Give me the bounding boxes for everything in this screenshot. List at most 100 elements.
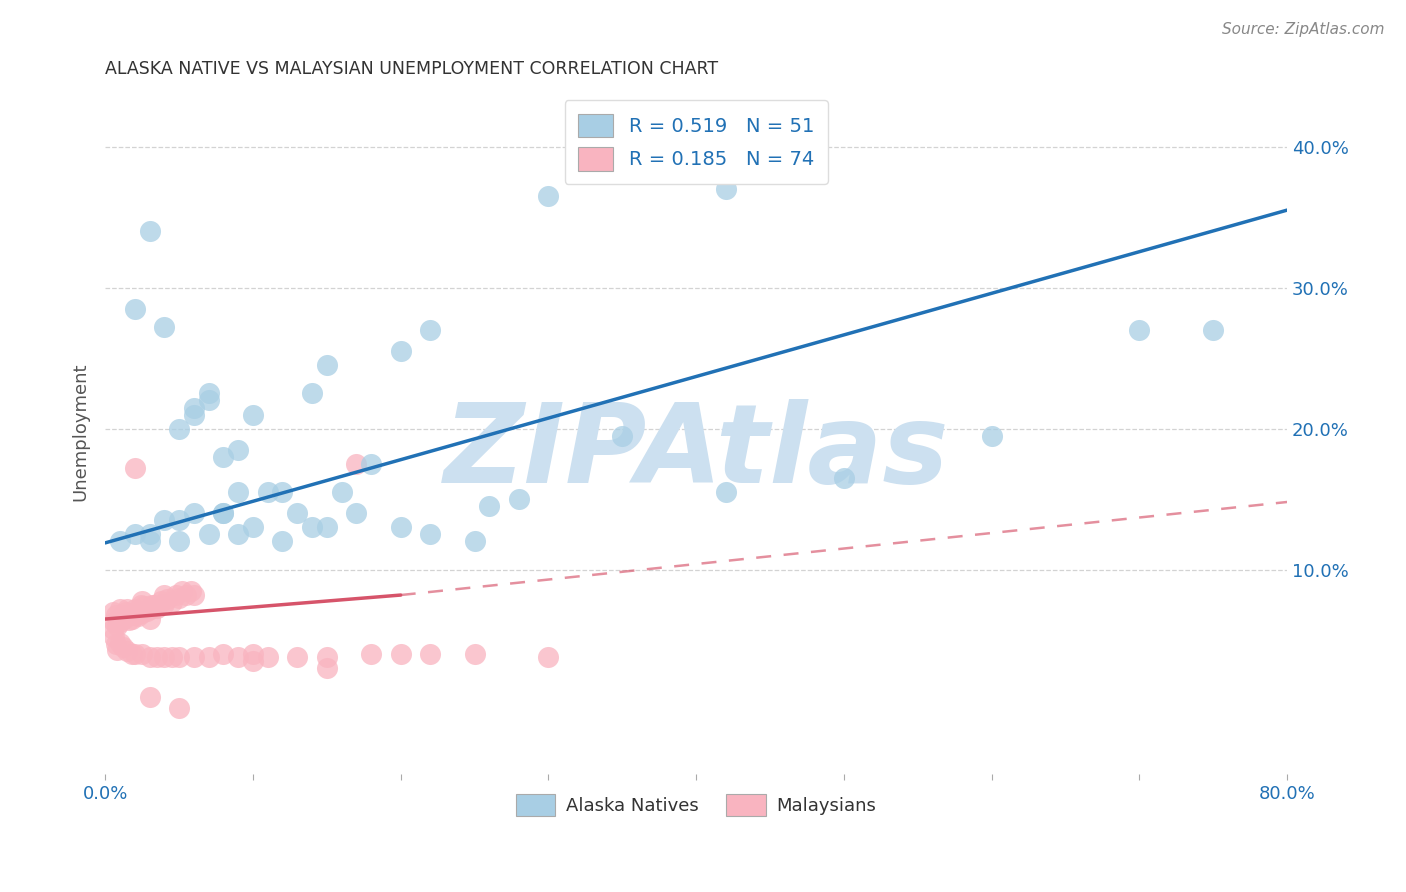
Point — [101, 605, 124, 619]
Point — [108, 636, 131, 650]
Point — [167, 422, 190, 436]
Point — [131, 607, 153, 621]
Point — [124, 527, 146, 541]
Point — [714, 182, 737, 196]
Point — [150, 593, 173, 607]
Point — [301, 386, 323, 401]
Point — [360, 647, 382, 661]
Text: ZIPAtlas: ZIPAtlas — [443, 400, 949, 507]
Point — [226, 650, 249, 665]
Point — [315, 358, 337, 372]
Point — [301, 520, 323, 534]
Point — [285, 650, 308, 665]
Point — [344, 457, 367, 471]
Point — [226, 442, 249, 457]
Point — [138, 534, 160, 549]
Point — [212, 450, 235, 464]
Point — [135, 603, 157, 617]
Point — [330, 485, 353, 500]
Point — [138, 602, 160, 616]
Point — [315, 661, 337, 675]
Point — [111, 640, 134, 655]
Point — [508, 492, 530, 507]
Point — [108, 615, 131, 629]
Point — [138, 690, 160, 704]
Point — [389, 647, 412, 661]
Point — [242, 520, 264, 534]
Point — [256, 650, 278, 665]
Point — [464, 534, 486, 549]
Point — [176, 588, 198, 602]
Point — [111, 607, 134, 622]
Point — [212, 647, 235, 661]
Point — [153, 588, 176, 602]
Point — [117, 644, 139, 658]
Point — [115, 605, 138, 619]
Point — [108, 534, 131, 549]
Y-axis label: Unemployment: Unemployment — [72, 363, 89, 501]
Point — [478, 500, 501, 514]
Point — [389, 344, 412, 359]
Point — [124, 301, 146, 316]
Point — [141, 598, 163, 612]
Point — [419, 527, 441, 541]
Point — [183, 506, 205, 520]
Point — [256, 485, 278, 500]
Point — [464, 647, 486, 661]
Point — [167, 513, 190, 527]
Point — [125, 607, 148, 622]
Legend: Alaska Natives, Malaysians: Alaska Natives, Malaysians — [509, 787, 884, 823]
Point — [128, 605, 150, 619]
Point — [131, 647, 153, 661]
Point — [153, 650, 176, 665]
Point — [153, 597, 176, 611]
Point — [285, 506, 308, 520]
Point — [104, 607, 127, 622]
Point — [360, 457, 382, 471]
Point — [138, 650, 160, 665]
Point — [143, 598, 166, 612]
Point — [389, 520, 412, 534]
Point — [121, 612, 143, 626]
Point — [612, 428, 634, 442]
Point — [315, 650, 337, 665]
Point — [315, 520, 337, 534]
Point — [124, 602, 146, 616]
Point — [1202, 323, 1225, 337]
Point — [271, 485, 294, 500]
Point — [212, 506, 235, 520]
Point — [167, 701, 190, 715]
Text: ALASKA NATIVE VS MALAYSIAN UNEMPLOYMENT CORRELATION CHART: ALASKA NATIVE VS MALAYSIAN UNEMPLOYMENT … — [105, 60, 718, 78]
Point — [242, 654, 264, 668]
Point — [183, 401, 205, 415]
Point — [226, 485, 249, 500]
Point — [832, 471, 855, 485]
Point — [117, 609, 139, 624]
Point — [197, 527, 219, 541]
Point — [103, 615, 125, 629]
Point — [197, 386, 219, 401]
Point — [124, 605, 146, 619]
Point — [108, 602, 131, 616]
Point — [167, 591, 190, 605]
Point — [160, 595, 183, 609]
Point — [197, 650, 219, 665]
Point — [980, 428, 1002, 442]
Point — [419, 323, 441, 337]
Point — [180, 583, 202, 598]
Point — [183, 588, 205, 602]
Point — [537, 650, 560, 665]
Point — [242, 408, 264, 422]
Point — [105, 619, 128, 633]
Point — [714, 485, 737, 500]
Point — [103, 631, 125, 645]
Point — [131, 593, 153, 607]
Point — [138, 612, 160, 626]
Point — [167, 534, 190, 549]
Point — [156, 592, 179, 607]
Point — [121, 647, 143, 661]
Point — [112, 612, 135, 626]
Point — [212, 506, 235, 520]
Point — [105, 643, 128, 657]
Point — [344, 506, 367, 520]
